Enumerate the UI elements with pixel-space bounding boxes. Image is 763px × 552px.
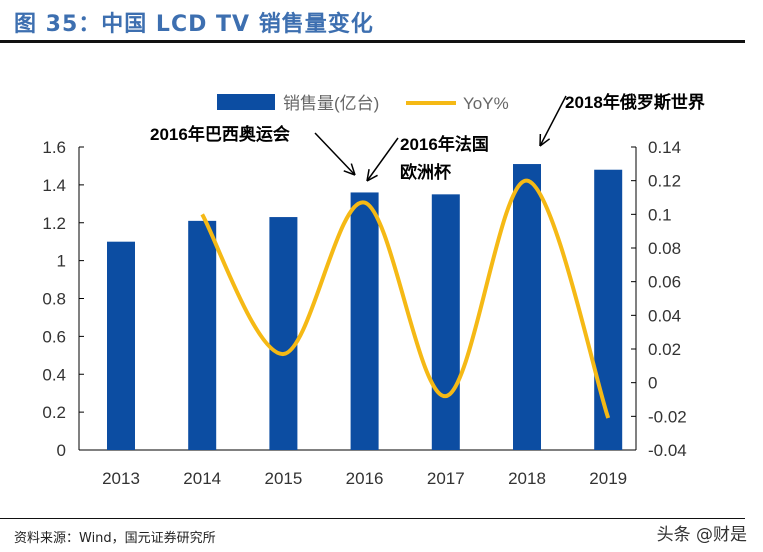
x-tick-label: 2018 [508, 469, 546, 488]
annotation-euro-cup: 2016年法国 [400, 134, 489, 154]
bar-2014 [188, 220, 217, 450]
bar-2016 [350, 192, 379, 450]
arrow-euro-cup-head [366, 169, 370, 182]
left-tick-label: 0.6 [42, 327, 66, 346]
arrow-world-cup-head [539, 138, 551, 147]
right-tick-label: -0.02 [648, 407, 687, 426]
bar-2019 [594, 169, 623, 450]
figure-title: 图 35：中国 LCD TV 销售量变化 [14, 12, 374, 37]
x-tick-label: 2019 [589, 469, 627, 488]
legend-line-label: YoY% [463, 94, 509, 113]
bar-2018 [513, 164, 541, 450]
left-tick-label: 0.2 [42, 403, 66, 422]
arrow-olympics [314, 132, 356, 176]
legend-bar-swatch [217, 94, 275, 110]
watermark: 头条 @财是 [656, 525, 747, 545]
arrow-euro-cup-head [366, 174, 378, 182]
bar-2015 [269, 217, 298, 450]
right-tick-label: 0 [648, 374, 657, 393]
left-tick-label: 1.2 [42, 214, 66, 233]
left-tick-label: 1.4 [42, 176, 66, 195]
right-tick-label: 0.04 [648, 306, 681, 325]
arrow-olympics-head [343, 170, 356, 176]
source-note: 资料来源：Wind，国元证券研究所 [14, 531, 216, 546]
right-tick-label: -0.04 [648, 441, 687, 460]
right-tick-label: 0.12 [648, 172, 681, 191]
x-tick-label: 2014 [183, 469, 221, 488]
arrow-olympics-head [350, 163, 356, 176]
right-tick-label: 0.14 [648, 138, 681, 157]
annotation-world-cup: 2018年俄罗斯世界 [565, 92, 705, 112]
x-tick-label: 2013 [102, 469, 140, 488]
legend-bar-label: 销售量(亿台) [283, 94, 379, 113]
annotation-euro-cup-line2: 欧洲杯 [400, 162, 451, 182]
annotation-olympics: 2016年巴西奥运会 [150, 124, 290, 144]
x-tick-label: 2016 [346, 469, 384, 488]
arrow-euro-cup [366, 137, 399, 182]
right-tick-label: 0.02 [648, 340, 681, 359]
bar-2013 [107, 241, 135, 450]
x-tick-label: 2017 [427, 469, 465, 488]
right-tick-label: 0.1 [648, 205, 672, 224]
left-tick-label: 1.6 [42, 138, 66, 157]
yoy-line [200, 178, 611, 419]
right-tick-label: 0.06 [648, 273, 681, 292]
x-tick-label: 2015 [264, 469, 302, 488]
left-tick-label: 1 [57, 252, 66, 271]
bottom-divider [0, 518, 745, 519]
top-divider [0, 40, 745, 43]
bar-2017 [431, 194, 460, 450]
right-tick-label: 0.08 [648, 239, 681, 258]
left-tick-label: 0.8 [42, 290, 66, 309]
left-tick-label: 0.4 [42, 365, 66, 384]
arrow-world-cup [539, 95, 567, 147]
left-tick-label: 0 [57, 441, 66, 460]
